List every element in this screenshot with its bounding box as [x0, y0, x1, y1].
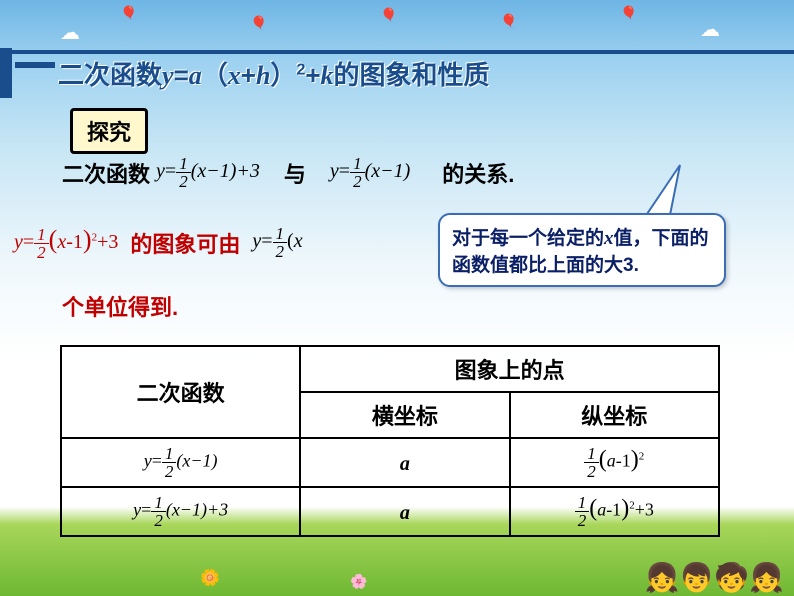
formula-2: y=12(x−1): [330, 155, 410, 190]
table-header-points: 图象上的点: [300, 346, 719, 392]
table-row: y=12(x−1)+3 a 12(a-1)2+3: [61, 487, 719, 536]
table-row: y=12(x−1) a 12(a-1)2: [61, 438, 719, 487]
title-prefix: 二次函数: [58, 60, 162, 90]
page-title: 二次函数y=a（x+h）2+k的图象和性质: [58, 55, 490, 92]
table-x-2: a: [300, 487, 509, 536]
explore-label: 探究: [70, 108, 148, 154]
table-x-1: a: [300, 438, 509, 487]
content-line-1: 二次函数 y=12(x−1)+3 与 y=12(x−1) 的关系.: [62, 155, 514, 190]
header-accent-bar-2: [15, 62, 55, 68]
formula-1: y=12(x−1)+3: [156, 155, 260, 190]
grass-decoration: 👧👦🧒👧: [645, 561, 784, 594]
table-y-2: 12(a-1)2+3: [510, 487, 719, 536]
table-header-function: 二次函数: [61, 346, 300, 438]
table-func-2: y=12(x−1)+3: [61, 487, 300, 536]
title-suffix: 的图象和性质: [334, 60, 490, 90]
callout-bubble: 对于每一个给定的x值，下面的函数值都比上面的大3.: [438, 213, 726, 287]
content-line-3: 个单位得到.: [62, 290, 178, 322]
content-line-2: y=12(x-1)2+3 的图象可由 y=12(x: [14, 225, 303, 261]
header-rule: [12, 50, 794, 54]
table-func-1: y=12(x−1): [61, 438, 300, 487]
sky-decoration: 🎈 🎈 🎈 🎈 🎈 ☁ ☁: [0, 5, 794, 45]
table-y-1: 12(a-1)2: [510, 438, 719, 487]
table-header-ycoord: 纵坐标: [510, 392, 719, 438]
flower-decoration: 🌼: [200, 568, 220, 588]
flower-decoration-2: 🌸: [350, 573, 367, 590]
comparison-table: 二次函数 图象上的点 横坐标 纵坐标 y=12(x−1) a 12(a-1)2 …: [60, 345, 720, 537]
table-header-xcoord: 横坐标: [300, 392, 509, 438]
formula-4: y=12(x: [252, 225, 302, 260]
header-accent-bar: [0, 48, 12, 98]
formula-3: y=12(x-1)2+3: [14, 225, 118, 261]
